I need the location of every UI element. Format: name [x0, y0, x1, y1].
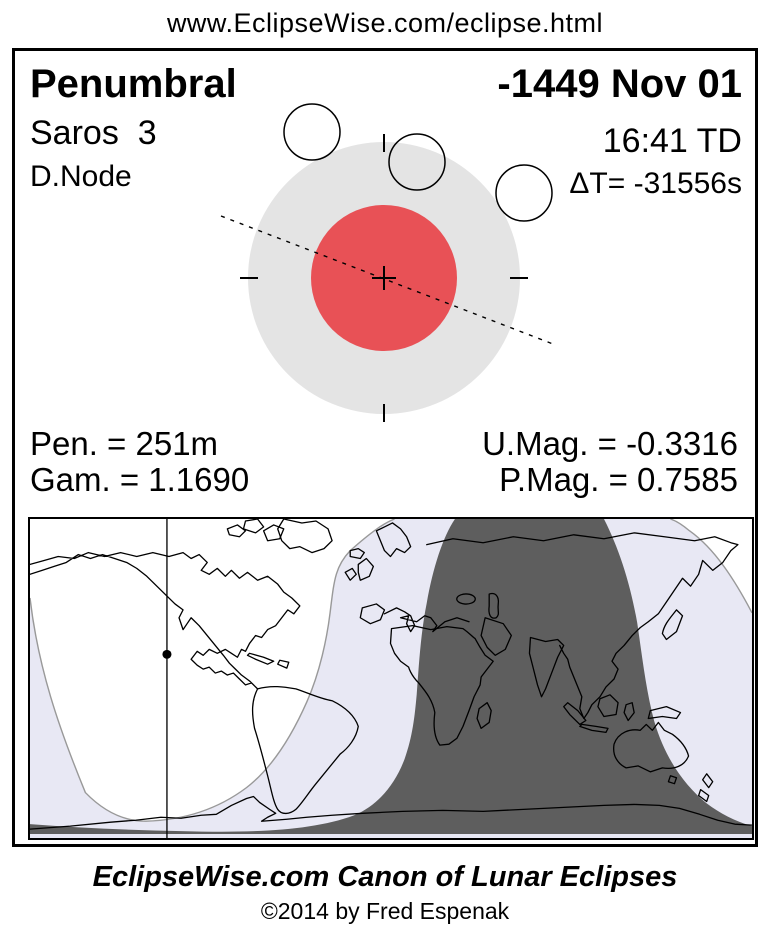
penumbral-limit-curve-east: [670, 519, 752, 614]
node-type-label: D.Node: [30, 160, 132, 193]
canon-title-text: EclipseWise.com Canon of Lunar Eclipses: [92, 861, 678, 893]
saros-number-label: Saros 3: [30, 114, 157, 152]
greatest-eclipse-time-label: 16:41 TD: [602, 122, 742, 160]
copyright-text: ©2014 by Fred Espenak: [260, 898, 510, 924]
moon-position-circle-1: [283, 103, 341, 161]
delta-t-label: ΔT= -31556s: [569, 167, 742, 200]
eclipse-visibility-map: [30, 519, 752, 838]
moon-position-circle-3: [495, 164, 553, 222]
cardinal-tick-marks: [240, 134, 528, 422]
umbral-magnitude-label: U.Mag. = -0.3316: [482, 425, 738, 462]
moon-position-circle-2: [388, 133, 446, 191]
sublunar-point-dot: [162, 649, 172, 659]
penumbral-limit-curve-west: [30, 519, 395, 822]
gamma-label: Gam. = 1.1690: [30, 461, 250, 498]
center-cross-marker: [372, 266, 396, 290]
visibility-map-frame: [28, 517, 754, 840]
eclipse-card-frame: [12, 48, 758, 847]
penumbral-magnitude-label: P.Mag. = 0.7585: [499, 461, 738, 498]
coastlines: [30, 519, 752, 830]
site-url-text: www.EclipseWise.com/eclipse.html: [166, 8, 604, 38]
penumbral-duration-label: Pen. = 251m: [30, 425, 219, 462]
eclipse-type-label: Penumbral: [30, 62, 237, 106]
map-eclipse-visible-region: [30, 519, 752, 835]
eclipse-geometry-diagram: [220, 103, 554, 422]
eclipse-date-label: -1449 Nov 01: [497, 62, 742, 106]
